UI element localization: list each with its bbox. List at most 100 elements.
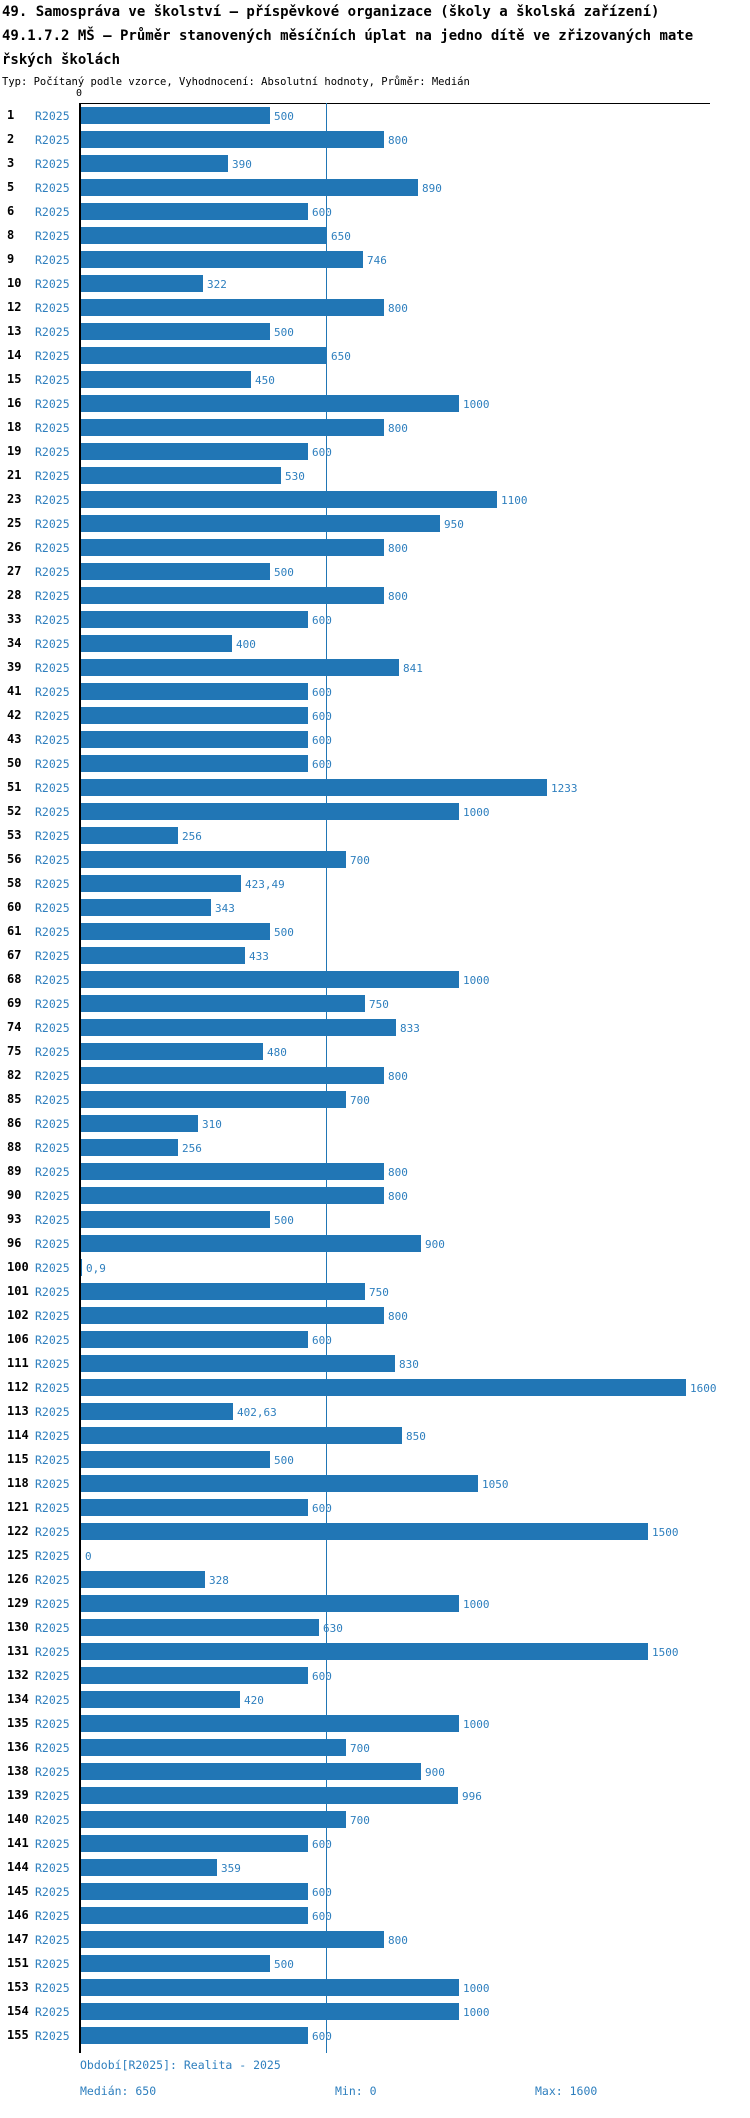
- bar: [81, 1883, 308, 1900]
- bar-value-label: 800: [388, 302, 408, 315]
- bar: [81, 971, 459, 988]
- bar: [81, 491, 497, 508]
- row-id: 15: [7, 372, 22, 386]
- series-label: R2025: [35, 1429, 70, 1443]
- bar: [81, 395, 459, 412]
- series-label: R2025: [35, 805, 70, 819]
- bar-value-label: 630: [323, 1622, 343, 1635]
- chart-row: 33 R2025 600: [0, 608, 750, 632]
- bar-value-label: 600: [312, 206, 332, 219]
- bar-value-label: 600: [312, 1670, 332, 1683]
- row-id: 74: [7, 1020, 22, 1034]
- bar: [81, 1475, 478, 1492]
- bar-value-label: 480: [267, 1046, 287, 1059]
- bar: [81, 155, 228, 172]
- bar: [81, 1115, 198, 1132]
- chart-row: 6 R2025 600: [0, 200, 750, 224]
- bar: [81, 1427, 402, 1444]
- chart-row: 134 R2025 420: [0, 1688, 750, 1712]
- row-id: 5: [7, 180, 15, 194]
- bar: [81, 251, 363, 268]
- series-label: R2025: [35, 1669, 70, 1683]
- row-id: 58: [7, 876, 22, 890]
- series-label: R2025: [35, 2029, 70, 2043]
- bar: [81, 179, 418, 196]
- bar-value-label: 600: [312, 710, 332, 723]
- x-axis-line: [80, 103, 710, 104]
- row-id: 33: [7, 612, 22, 626]
- bar-value-label: 402,63: [237, 1406, 277, 1419]
- row-id: 118: [7, 1476, 29, 1490]
- series-label: R2025: [35, 1885, 70, 1899]
- chart-row: 135 R2025 1000: [0, 1712, 750, 1736]
- report-meta: Typ: Počítaný podle vzorce, Vyhodnocení:…: [2, 76, 470, 88]
- chart-row: 129 R2025 1000: [0, 1592, 750, 1616]
- chart-row: 14 R2025 650: [0, 344, 750, 368]
- row-id: 144: [7, 1860, 29, 1874]
- bar-value-label: 600: [312, 446, 332, 459]
- row-id: 56: [7, 852, 22, 866]
- row-id: 96: [7, 1236, 22, 1250]
- chart-row: 13 R2025 500: [0, 320, 750, 344]
- bar-value-label: 390: [232, 158, 252, 171]
- bar: [81, 875, 241, 892]
- row-id: 134: [7, 1692, 29, 1706]
- bar-value-label: 256: [182, 1142, 202, 1155]
- bar-value-label: 600: [312, 734, 332, 747]
- chart-row: 2 R2025 800: [0, 128, 750, 152]
- chart-row: 28 R2025 800: [0, 584, 750, 608]
- row-id: 50: [7, 756, 22, 770]
- series-label: R2025: [35, 829, 70, 843]
- row-id: 151: [7, 1956, 29, 1970]
- bar: [81, 467, 281, 484]
- bar: [81, 707, 308, 724]
- bar: [81, 1283, 365, 1300]
- series-label: R2025: [35, 1957, 70, 1971]
- series-label: R2025: [35, 1285, 70, 1299]
- bar: [81, 1403, 233, 1420]
- bar: [81, 899, 211, 916]
- chart-row: 118 R2025 1050: [0, 1472, 750, 1496]
- bar: [81, 1307, 384, 1324]
- chart-row: 122 R2025 1500: [0, 1520, 750, 1544]
- bar: [81, 1619, 319, 1636]
- row-id: 26: [7, 540, 22, 554]
- series-label: R2025: [35, 301, 70, 315]
- chart-row: 25 R2025 950: [0, 512, 750, 536]
- row-id: 16: [7, 396, 22, 410]
- chart-row: 136 R2025 700: [0, 1736, 750, 1760]
- chart-row: 50 R2025 600: [0, 752, 750, 776]
- bar-value-label: 322: [207, 278, 227, 291]
- chart-row: 125 R2025 0: [0, 1544, 750, 1568]
- series-label: R2025: [35, 589, 70, 603]
- row-id: 41: [7, 684, 22, 698]
- row-id: 130: [7, 1620, 29, 1634]
- series-label: R2025: [35, 157, 70, 171]
- row-id: 69: [7, 996, 22, 1010]
- bar-value-label: 800: [388, 1070, 408, 1083]
- series-label: R2025: [35, 1405, 70, 1419]
- row-id: 60: [7, 900, 22, 914]
- series-label: R2025: [35, 1381, 70, 1395]
- series-label: R2025: [35, 565, 70, 579]
- row-id: 141: [7, 1836, 29, 1850]
- chart-row: 85 R2025 700: [0, 1088, 750, 1112]
- bar: [81, 299, 384, 316]
- series-label: R2025: [35, 613, 70, 627]
- series-label: R2025: [35, 1069, 70, 1083]
- chart-row: 151 R2025 500: [0, 1952, 750, 1976]
- bar: [81, 1451, 270, 1468]
- chart-row: 27 R2025 500: [0, 560, 750, 584]
- chart-row: 43 R2025 600: [0, 728, 750, 752]
- chart-row: 69 R2025 750: [0, 992, 750, 1016]
- bar: [81, 1139, 178, 1156]
- chart-row: 15 R2025 450: [0, 368, 750, 392]
- bar: [81, 371, 251, 388]
- bar-value-label: 500: [274, 1454, 294, 1467]
- chart-row: 111 R2025 830: [0, 1352, 750, 1376]
- bar-value-label: 1000: [463, 1718, 490, 1731]
- chart-row: 26 R2025 800: [0, 536, 750, 560]
- series-label: R2025: [35, 1909, 70, 1923]
- bar: [81, 1643, 648, 1660]
- bar: [81, 1715, 459, 1732]
